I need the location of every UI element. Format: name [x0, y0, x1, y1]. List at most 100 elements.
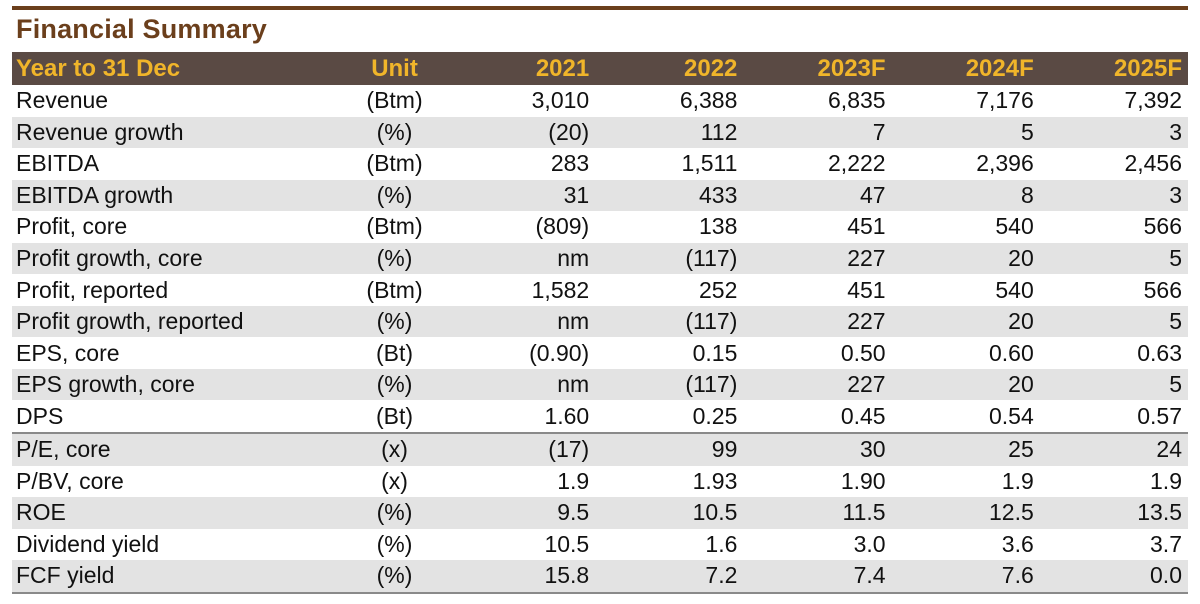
row-label: Profit growth, reported [12, 305, 343, 338]
header-year-2021: 2021 [447, 52, 596, 85]
cell-value: 227 [743, 368, 892, 401]
cell-value: 451 [847, 276, 886, 303]
cell-value: 20 [891, 242, 1040, 275]
cell-value: 0.15 [692, 339, 738, 366]
row-label: ROE [12, 497, 343, 529]
row-unit: (Btm) [366, 87, 423, 114]
row-label: Profit, core [16, 213, 128, 240]
cell-value: 283 [550, 150, 590, 177]
table-row: Profit, reported (Btm) 1,582 252 451 540 566 [12, 274, 1188, 306]
cell-value: 2,456 [1124, 150, 1182, 177]
table-row: P/BV, core (x) 1.9 1.93 1.90 1.9 1.9 [12, 466, 1188, 498]
table-row: Revenue growth (%) (20) 112 7 5 3 [12, 116, 1188, 149]
financial-summary-table: Year to 31 Dec Unit 2021 2022 2023F 2024… [12, 52, 1188, 594]
table-header-row: Year to 31 Dec Unit 2021 2022 2023F 2024… [12, 52, 1188, 85]
header-unit: Unit [342, 52, 448, 85]
table-row: DPS (Bt) 1.60 0.25 0.45 0.54 0.57 [12, 400, 1188, 433]
cell-value: 11.5 [743, 497, 892, 529]
cell-value: 3.7 [1150, 530, 1182, 557]
header-year-2024f: 2024F [891, 52, 1040, 85]
cell-value: 10.5 [595, 497, 744, 529]
cell-value: 540 [995, 276, 1034, 303]
row-label: Revenue [16, 87, 109, 114]
table-row: Dividend yield (%) 10.5 1.6 3.0 3.6 3.7 [12, 529, 1188, 561]
cell-value: (17) [447, 432, 596, 466]
cell-value: 5 [1039, 305, 1188, 338]
cell-value: nm [447, 242, 596, 275]
table-row: Revenue (Btm) 3,010 6,388 6,835 7,176 7,392 [12, 85, 1188, 117]
cell-value: 12.5 [891, 497, 1040, 529]
cell-value: 1.6 [705, 530, 738, 557]
cell-value: 3.6 [1001, 530, 1034, 557]
cell-value: 31 [447, 179, 596, 212]
cell-value: 0.60 [989, 339, 1034, 366]
cell-value: 1,511 [681, 150, 738, 177]
row-label: Dividend yield [16, 530, 160, 557]
cell-value: 0.25 [692, 402, 738, 429]
header-year-label: Year to 31 Dec [12, 52, 343, 85]
cell-value: 3.0 [853, 530, 886, 557]
cell-value: 451 [847, 213, 886, 240]
cell-value: 1.93 [692, 467, 738, 494]
cell-value: 1.90 [840, 467, 886, 494]
table-row: ROE (%) 9.5 10.5 11.5 12.5 13.5 [12, 497, 1188, 529]
row-label: EPS, core [16, 339, 120, 366]
cell-value: 0.50 [840, 339, 886, 366]
cell-value: nm [447, 305, 596, 338]
cell-value: 1.9 [1150, 467, 1182, 494]
top-rule [12, 6, 1188, 10]
cell-value: 227 [743, 242, 892, 275]
cell-value: (20) [447, 116, 596, 149]
cell-value: 112 [595, 116, 744, 149]
cell-value: (117) [595, 368, 744, 401]
cell-value: 252 [699, 276, 738, 303]
cell-value: 25 [891, 432, 1040, 466]
cell-value: 20 [891, 305, 1040, 338]
cell-value: 47 [743, 179, 892, 212]
cell-value: 1.9 [1001, 467, 1034, 494]
cell-value: 3 [1039, 179, 1188, 212]
row-label: Revenue growth [12, 116, 343, 149]
cell-value: 3 [1039, 116, 1188, 149]
cell-value: 7 [743, 116, 892, 149]
row-label: FCF yield [12, 560, 343, 594]
table-row: EBITDA (Btm) 283 1,511 2,222 2,396 2,456 [12, 148, 1188, 180]
table-row: Profit, core (Btm) (809) 138 451 540 566 [12, 211, 1188, 243]
cell-value: 10.5 [544, 530, 590, 557]
cell-value: 0.0 [1039, 560, 1188, 594]
row-label: Profit growth, core [12, 242, 343, 275]
cell-value: 30 [743, 432, 892, 466]
cell-value: 1.9 [557, 467, 590, 494]
row-unit: (Btm) [366, 213, 423, 240]
cell-value: 0.54 [989, 402, 1034, 429]
cell-value: 3,010 [531, 87, 590, 114]
row-unit: (Btm) [366, 150, 423, 177]
table-row: EPS, core (Bt) (0.90) 0.15 0.50 0.60 0.63 [12, 337, 1188, 369]
cell-value: 0.45 [840, 402, 886, 429]
cell-value: 13.5 [1039, 497, 1188, 529]
cell-value: (117) [595, 305, 744, 338]
row-label: P/E, core [12, 432, 343, 466]
row-unit: (Btm) [366, 276, 423, 303]
cell-value: 8 [891, 179, 1040, 212]
header-year-2022: 2022 [595, 52, 744, 85]
cell-value: 7.6 [891, 560, 1040, 594]
table-row: Profit growth, reported (%) nm (117) 227 20 5 [12, 305, 1188, 338]
row-label: EPS growth, core [12, 368, 343, 401]
cell-value: 7,392 [1124, 87, 1182, 114]
header-year-2025f: 2025F [1039, 52, 1188, 85]
cell-value: (117) [595, 242, 744, 275]
cell-value: 566 [1143, 276, 1182, 303]
row-unit: (Bt) [375, 339, 414, 366]
header-year-2023f: 2023F [743, 52, 892, 85]
cell-value: 0.63 [1137, 339, 1182, 366]
cell-value: 1,582 [531, 276, 590, 303]
row-label: DPS [16, 402, 64, 429]
row-unit: (%) [342, 305, 448, 338]
row-unit: (%) [376, 530, 413, 557]
cell-value: (0.90) [529, 339, 590, 366]
row-unit: (%) [342, 497, 448, 529]
row-unit: (%) [342, 116, 448, 149]
row-label: P/BV, core [16, 467, 124, 494]
cell-value: 5 [1039, 242, 1188, 275]
